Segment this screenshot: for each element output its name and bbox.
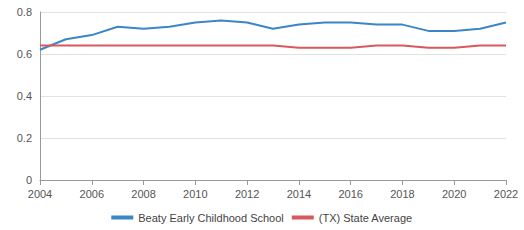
svg-text:0.2: 0.2 bbox=[17, 132, 32, 144]
svg-text:2018: 2018 bbox=[390, 188, 414, 200]
svg-text:0.8: 0.8 bbox=[17, 6, 32, 18]
svg-text:2008: 2008 bbox=[131, 188, 155, 200]
svg-text:2020: 2020 bbox=[442, 188, 466, 200]
svg-text:0: 0 bbox=[26, 174, 32, 186]
svg-text:2004: 2004 bbox=[28, 188, 52, 200]
svg-text:2014: 2014 bbox=[287, 188, 311, 200]
svg-text:2016: 2016 bbox=[338, 188, 362, 200]
svg-text:0.6: 0.6 bbox=[17, 48, 32, 60]
svg-text:2022: 2022 bbox=[494, 188, 518, 200]
svg-text:2006: 2006 bbox=[80, 188, 104, 200]
svg-text:2010: 2010 bbox=[183, 188, 207, 200]
svg-text:2012: 2012 bbox=[235, 188, 259, 200]
svg-text:(TX) State Average: (TX) State Average bbox=[319, 212, 412, 224]
svg-text:Beaty Early Childhood School: Beaty Early Childhood School bbox=[138, 212, 284, 224]
svg-text:0.4: 0.4 bbox=[17, 90, 32, 102]
